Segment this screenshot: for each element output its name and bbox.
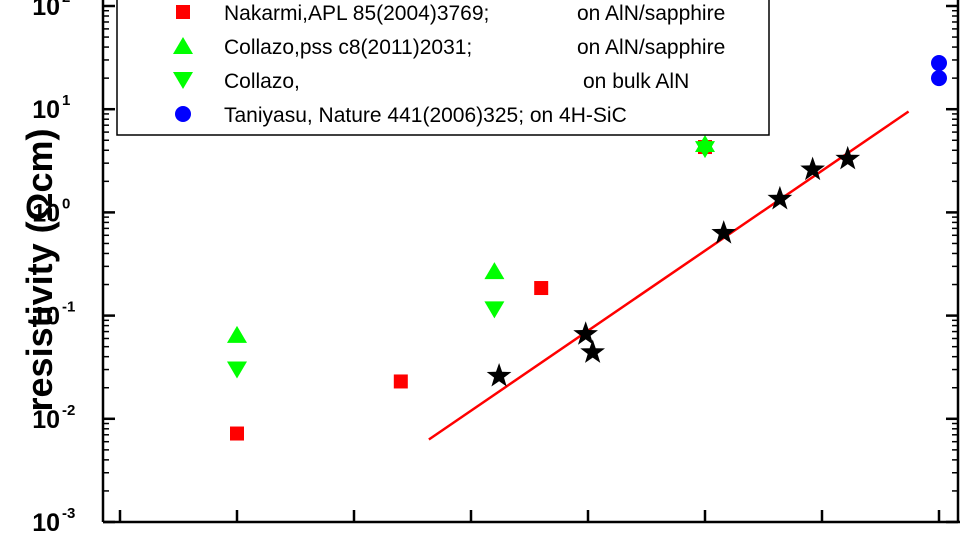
y-tick-exponent: -3 bbox=[62, 505, 75, 522]
data-point-circle bbox=[931, 70, 947, 87]
x-tick-label: 0.85 bbox=[564, 538, 613, 540]
x-tick-label: 0.80 bbox=[447, 538, 496, 540]
y-tick-exponent: -1 bbox=[62, 299, 75, 316]
legend: Nakarmi,APL 85(2004)3769; on AlN/sapphire… bbox=[116, 0, 770, 136]
x-tick-label: 0.70 bbox=[213, 538, 262, 540]
data-points bbox=[227, 55, 947, 441]
x-tick-label: 0.65 bbox=[96, 538, 145, 540]
data-point-star bbox=[573, 321, 598, 345]
y-tick-exponent: -2 bbox=[62, 402, 75, 419]
data-point-triangle-down bbox=[484, 301, 505, 319]
y-tick-label: 10 bbox=[32, 0, 60, 21]
data-point-triangle-up bbox=[484, 262, 505, 280]
legend-label: Collazo,pss c8(2011)2031; bbox=[224, 36, 472, 59]
x-tick-label: 0.75 bbox=[330, 538, 379, 540]
data-point-star bbox=[580, 339, 605, 363]
data-point-star bbox=[711, 220, 737, 244]
data-point-circle bbox=[931, 55, 947, 72]
y-tick-label: 10 bbox=[32, 406, 60, 434]
legend-marker-square bbox=[176, 5, 190, 19]
y-tick-label: 10 bbox=[32, 509, 60, 537]
legend-label-substrate: on AlN/sapphire bbox=[577, 36, 725, 59]
x-axis-ticks: 0.65 0.70 0.75 0.80 0.85 0.90 0.95 1.00 bbox=[96, 510, 960, 540]
legend-label-substrate: on AlN/sapphire bbox=[577, 2, 725, 25]
y-tick-exponent: 0 bbox=[62, 195, 70, 212]
legend-marker-triangle-up bbox=[173, 37, 193, 54]
data-point-triangle-down bbox=[227, 361, 247, 379]
data-point-triangle-up bbox=[227, 325, 247, 343]
legend-label: Collazo, bbox=[224, 70, 300, 93]
data-point-star bbox=[835, 145, 861, 170]
y-tick-label: 10 bbox=[32, 96, 60, 124]
data-point-square bbox=[534, 281, 549, 296]
data-point-star bbox=[800, 156, 825, 181]
x-tick-label: 1.00 bbox=[915, 538, 960, 540]
data-point-star bbox=[767, 185, 793, 210]
legend-box bbox=[116, 0, 770, 136]
y-tick-label: 10 bbox=[32, 199, 60, 227]
legend-label: Taniyasu, Nature 441(2006)325; on 4H-SiC bbox=[224, 104, 627, 127]
fit-line bbox=[428, 110, 910, 441]
y-tick-label: 10 bbox=[32, 303, 60, 331]
legend-marker-circle bbox=[175, 106, 191, 122]
data-point-square bbox=[230, 426, 244, 441]
x-tick-label: 0.95 bbox=[798, 538, 847, 540]
legend-label-substrate: on bulk AlN bbox=[583, 70, 689, 93]
x-tick-label: 0.90 bbox=[681, 538, 730, 540]
fit-line-group bbox=[428, 110, 910, 441]
data-point-triangle-down bbox=[695, 141, 715, 159]
legend-label: Nakarmi,APL 85(2004)3769; bbox=[224, 2, 489, 25]
y-tick-exponent: 2 bbox=[62, 0, 70, 6]
data-point-star bbox=[486, 363, 512, 387]
legend-marker-triangle-down bbox=[173, 72, 193, 89]
y-axis-label: resistivity (Ωcm) bbox=[19, 129, 60, 412]
y-tick-exponent: 1 bbox=[62, 92, 70, 109]
y-axis-ticks: 10-310-210-1100101102 bbox=[32, 0, 958, 537]
data-point-square bbox=[393, 374, 408, 389]
